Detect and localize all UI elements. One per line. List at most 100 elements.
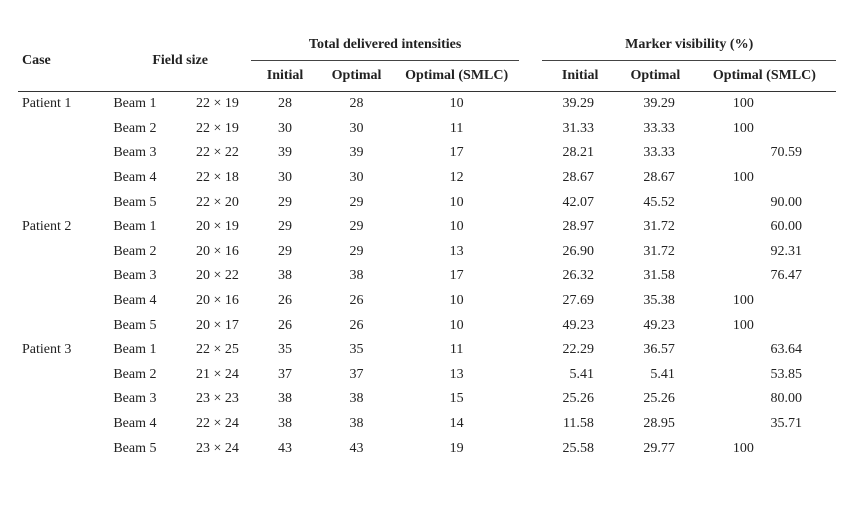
cell-field-size: 22 × 19 [196, 96, 239, 112]
cell-case: Patient 1 [22, 96, 72, 112]
cell-total-optimal-smlc: 17 [449, 268, 464, 284]
cell-total-optimal-smlc: 13 [449, 243, 464, 259]
cell-case [18, 412, 109, 437]
cell-total-optimal: 29 [349, 219, 364, 235]
cell-gap [519, 313, 542, 338]
cell-total-initial: 39 [278, 145, 293, 161]
cell-case [18, 264, 109, 289]
cell-total-optimal-smlc: 12 [449, 170, 464, 186]
cell-field-size: 20 × 16 [196, 293, 239, 309]
table-row: Beam 4 20 × 16 26 26 10 27.69 35.38 100 [18, 289, 836, 314]
cell-marker-optimal: 28.67 [643, 170, 675, 186]
cell-total-optimal-smlc: 17 [449, 145, 464, 161]
cell-total-optimal: 38 [349, 268, 364, 284]
cell-field-size: 22 × 20 [196, 194, 239, 210]
cell-field-size: 20 × 16 [196, 243, 239, 259]
table-row: Beam 3 22 × 22 39 39 17 28.21 33.33 70.59 [18, 141, 836, 166]
cell-case [18, 166, 109, 191]
cell-marker-initial: 5.41 [569, 366, 594, 382]
cell-case [18, 363, 109, 388]
cell-marker-optimal: 36.57 [643, 342, 675, 358]
cell-marker-optimal: 49.23 [643, 317, 675, 333]
cell-case: Patient 3 [22, 342, 72, 358]
cell-total-initial: 35 [278, 342, 293, 358]
cell-marker-optimal-smlc: 53.85 [770, 366, 803, 382]
cell-field-size: 23 × 23 [196, 391, 239, 407]
cell-total-initial: 30 [278, 170, 293, 186]
table-body: Patient 1 Beam 1 22 × 19 28 28 10 39.29 39.29 10… [18, 92, 836, 461]
cell-beam: Beam 4 [113, 293, 157, 309]
cell-gap [519, 117, 542, 142]
cell-marker-optimal: 33.33 [643, 145, 675, 161]
cell-beam: Beam 3 [113, 268, 157, 284]
cell-beam: Beam 3 [113, 145, 157, 161]
header-marker-optimal: Optimal [617, 60, 693, 92]
cell-case [18, 117, 109, 142]
cell-total-optimal-smlc: 11 [449, 342, 464, 358]
cell-case [18, 436, 109, 461]
cell-total-optimal: 28 [349, 96, 364, 112]
header-case: Case [18, 30, 110, 92]
header-total-optimal-smlc: Optimal (SMLC) [394, 60, 520, 92]
cell-beam: Beam 1 [113, 96, 157, 112]
table-row: Beam 3 23 × 23 38 38 15 25.26 25.26 80.00 [18, 387, 836, 412]
cell-beam: Beam 2 [113, 243, 157, 259]
cell-total-optimal-smlc: 19 [449, 440, 464, 456]
table-row: Beam 4 22 × 18 30 30 12 28.67 28.67 100 [18, 166, 836, 191]
cell-total-optimal: 26 [349, 293, 364, 309]
header-total-initial: Initial [250, 60, 320, 92]
cell-beam: Beam 4 [113, 416, 157, 432]
cell-case [18, 190, 109, 215]
cell-gap [519, 436, 542, 461]
cell-case [18, 141, 109, 166]
cell-total-optimal: 39 [349, 145, 364, 161]
cell-field-size: 22 × 19 [196, 120, 239, 136]
cell-case: Patient 2 [22, 219, 72, 235]
cell-gap [519, 412, 542, 437]
cell-total-optimal-smlc: 10 [449, 219, 464, 235]
cell-total-optimal: 38 [349, 391, 364, 407]
cell-total-optimal-smlc: 10 [449, 317, 464, 333]
table-row: Beam 2 22 × 19 30 30 11 31.33 33.33 100 [18, 117, 836, 142]
cell-total-optimal: 30 [349, 120, 364, 136]
cell-field-size: 22 × 24 [196, 416, 239, 432]
cell-marker-optimal-smlc: 63.64 [770, 342, 803, 358]
cell-total-initial: 29 [278, 219, 293, 235]
cell-total-initial: 43 [278, 440, 293, 456]
cell-marker-optimal: 31.58 [643, 268, 675, 284]
cell-total-optimal: 43 [349, 440, 364, 456]
cell-gap [519, 166, 542, 191]
cell-gap [519, 387, 542, 412]
cell-case [18, 240, 109, 265]
header-field-size: Field size [109, 30, 251, 92]
cell-beam: Beam 4 [113, 170, 157, 186]
cell-total-optimal-smlc: 15 [449, 391, 464, 407]
cell-field-size: 20 × 17 [196, 317, 239, 333]
cell-marker-optimal: 39.29 [643, 96, 675, 112]
cell-beam: Beam 2 [113, 366, 157, 382]
cell-total-initial: 30 [278, 120, 293, 136]
cell-total-initial: 38 [278, 268, 293, 284]
cell-marker-initial: 28.97 [562, 219, 594, 235]
cell-beam: Beam 5 [113, 317, 157, 333]
cell-field-size: 23 × 24 [196, 440, 239, 456]
cell-marker-initial: 27.69 [562, 293, 594, 309]
header-marker-optimal-smlc: Optimal (SMLC) [692, 60, 836, 92]
cell-gap [519, 141, 542, 166]
table-row: Beam 3 20 × 22 38 38 17 26.32 31.58 76.47 [18, 264, 836, 289]
results-table: Case Field size Total delivered intensit… [18, 30, 836, 461]
cell-gap [519, 338, 542, 363]
cell-total-initial: 38 [278, 416, 293, 432]
cell-total-initial: 26 [278, 317, 293, 333]
cell-beam: Beam 1 [113, 219, 157, 235]
cell-marker-initial: 26.90 [562, 243, 594, 259]
cell-gap [519, 289, 542, 314]
table-row: Beam 5 22 × 20 29 29 10 42.07 45.52 90.00 [18, 190, 836, 215]
header-marker-initial: Initial [542, 60, 618, 92]
header-group-marker-visibility: Marker visibility (%) [542, 30, 836, 61]
cell-field-size: 22 × 22 [196, 145, 239, 161]
cell-marker-optimal-smlc: 90.00 [770, 194, 803, 210]
cell-total-optimal: 37 [349, 366, 364, 382]
cell-marker-optimal: 29.77 [643, 440, 675, 456]
cell-marker-optimal-smlc: 100 [732, 317, 754, 333]
